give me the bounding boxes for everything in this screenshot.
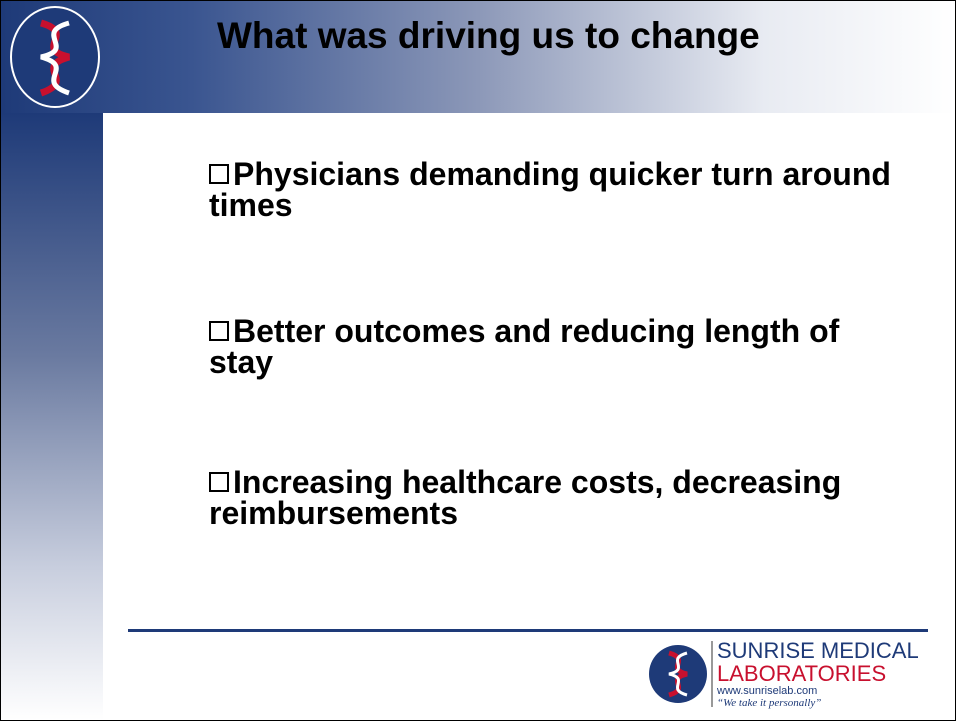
bullet-text: Better outcomes and reducing length of s… [209,313,840,380]
website: www.sunriselab.com [717,685,818,697]
company-name: SUNRISE MEDICAL [717,638,919,663]
bullet: Physicians demanding quicker turn around… [209,156,909,223]
bullet: Increasing healthcare costs, decreasing … [209,464,909,531]
bullet-text: Increasing healthcare costs, decreasing … [209,464,842,531]
company-name: LABORATORIES [717,661,887,686]
slide-title: What was driving us to change [217,15,760,56]
side-band [1,113,103,720]
logo [10,6,100,108]
bullet: Better outcomes and reducing length of s… [209,313,909,380]
brand: SUNRISE MEDICAL LABORATORIES www.sunrise… [717,638,919,710]
tagline: “We take it personally” [717,697,822,709]
footer-logo [649,645,707,703]
header-band [1,1,955,113]
divider [711,641,713,707]
bullet-text: Physicians demanding quicker turn around… [209,156,891,223]
footer-rule [128,629,928,632]
